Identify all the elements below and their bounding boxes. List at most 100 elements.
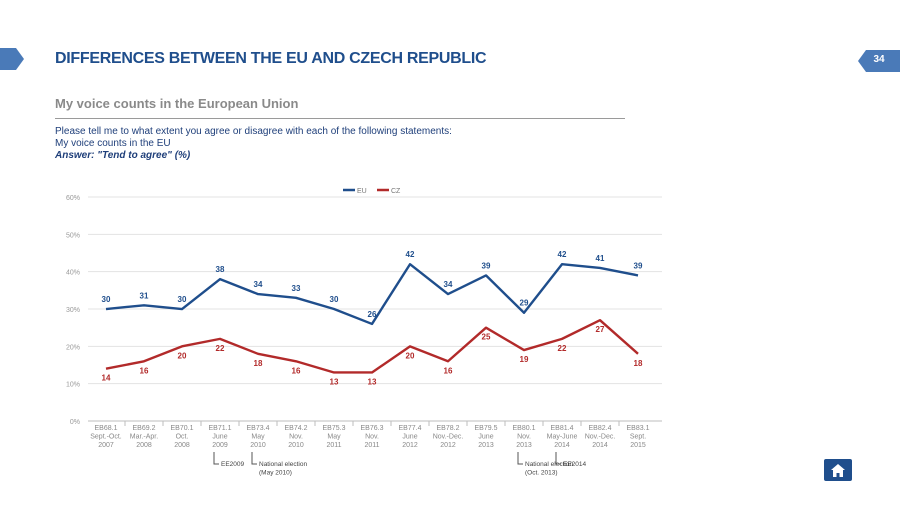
question-text: Please tell me to what extent you agree … bbox=[55, 126, 452, 137]
legend-label: EU bbox=[357, 188, 367, 195]
data-label: 42 bbox=[558, 250, 567, 259]
x-tick-label: EB78.2 bbox=[437, 425, 460, 432]
x-tick-label: Mar.-Apr. bbox=[130, 434, 158, 441]
data-label: 39 bbox=[634, 261, 643, 270]
y-tick-label: 40% bbox=[66, 270, 80, 277]
divider bbox=[55, 118, 625, 119]
x-tick-label: Nov.-Dec. bbox=[433, 434, 464, 441]
x-tick-label: June bbox=[478, 434, 493, 441]
x-tick-label: Sept. bbox=[630, 434, 646, 441]
annotation-label: (Oct. 2013) bbox=[525, 470, 558, 477]
data-label: 20 bbox=[178, 351, 187, 360]
x-tick-label: EB76.3 bbox=[361, 425, 384, 432]
x-tick-label: EB73.4 bbox=[247, 425, 270, 432]
data-label: 34 bbox=[444, 280, 453, 289]
x-tick-label: 2015 bbox=[630, 442, 646, 449]
x-tick-label: 2010 bbox=[250, 442, 266, 449]
x-tick-label: 2013 bbox=[516, 442, 532, 449]
y-tick-label: 0% bbox=[70, 419, 80, 426]
x-tick-label: EB71.1 bbox=[209, 425, 232, 432]
data-label: 25 bbox=[482, 333, 491, 342]
x-tick-label: 2010 bbox=[288, 442, 304, 449]
x-tick-label: May bbox=[251, 434, 265, 441]
data-label: 13 bbox=[330, 377, 339, 386]
data-label: 31 bbox=[140, 291, 149, 300]
annotation-label: EE2009 bbox=[221, 461, 245, 468]
x-tick-label: EB75.3 bbox=[323, 425, 346, 432]
x-tick-label: Oct. bbox=[176, 434, 189, 441]
data-label: 18 bbox=[634, 359, 643, 368]
home-button[interactable] bbox=[824, 459, 852, 481]
annotation-label: (May 2010) bbox=[259, 470, 292, 477]
series-line bbox=[105, 263, 639, 326]
y-tick-label: 60% bbox=[66, 195, 80, 202]
x-tick-label: 2008 bbox=[174, 442, 190, 449]
data-label: 42 bbox=[406, 250, 415, 259]
x-tick-label: 2011 bbox=[364, 442, 379, 449]
page-number: 34 bbox=[873, 54, 885, 65]
home-icon bbox=[831, 463, 845, 477]
answer-text: Answer: "Tend to agree" (%) bbox=[55, 150, 191, 161]
x-tick-label: EB82.4 bbox=[589, 425, 612, 432]
x-tick-label: 2013 bbox=[478, 442, 494, 449]
page-number-badge: 34 bbox=[858, 50, 900, 72]
x-tick-label: EB74.2 bbox=[285, 425, 308, 432]
x-tick-label: EB68.1 bbox=[95, 425, 118, 432]
x-tick-label: June bbox=[212, 434, 227, 441]
x-tick-label: Nov.-Dec. bbox=[585, 434, 616, 441]
data-label: 34 bbox=[254, 280, 263, 289]
x-tick-label: EB70.1 bbox=[171, 425, 194, 432]
y-tick-label: 20% bbox=[66, 344, 80, 351]
x-tick-label: 2009 bbox=[212, 442, 228, 449]
y-tick-label: 30% bbox=[66, 307, 80, 314]
x-tick-label: EB81.4 bbox=[551, 425, 574, 432]
annotation-bracket bbox=[555, 452, 561, 465]
series-line bbox=[105, 319, 639, 374]
left-nav-tab[interactable] bbox=[0, 48, 24, 70]
x-tick-label: Nov. bbox=[289, 434, 303, 441]
x-tick-label: Sept.-Oct. bbox=[90, 434, 122, 441]
y-tick-label: 50% bbox=[66, 232, 80, 239]
legend-label: CZ bbox=[391, 188, 401, 195]
data-label: 19 bbox=[520, 355, 529, 364]
data-label: 30 bbox=[102, 295, 111, 304]
annotation-label: EE2014 bbox=[563, 461, 587, 468]
data-label: 14 bbox=[102, 374, 111, 383]
page-title: DIFFERENCES BETWEEN THE EU AND CZECH REP… bbox=[55, 50, 487, 67]
data-label: 38 bbox=[216, 265, 225, 274]
x-tick-label: EB79.5 bbox=[475, 425, 498, 432]
data-label: 29 bbox=[520, 299, 529, 308]
y-tick-label: 10% bbox=[66, 382, 80, 389]
data-label: 26 bbox=[368, 310, 377, 319]
annotation-bracket bbox=[517, 452, 523, 465]
x-tick-label: Nov. bbox=[365, 434, 379, 441]
x-tick-label: EB77.4 bbox=[399, 425, 422, 432]
data-label: 27 bbox=[596, 325, 605, 334]
data-label: 18 bbox=[254, 359, 263, 368]
statement-text: My voice counts in the EU bbox=[55, 138, 171, 149]
data-label: 22 bbox=[558, 344, 567, 353]
question-block: Please tell me to what extent you agree … bbox=[55, 126, 452, 162]
x-tick-label: EB80.1 bbox=[513, 425, 536, 432]
x-tick-label: 2014 bbox=[592, 442, 608, 449]
x-tick-label: 2012 bbox=[402, 442, 418, 449]
chart-subtitle: My voice counts in the European Union bbox=[55, 96, 299, 111]
x-tick-label: EB69.2 bbox=[133, 425, 156, 432]
x-tick-label: June bbox=[402, 434, 417, 441]
x-tick-label: Nov. bbox=[517, 434, 531, 441]
data-label: 41 bbox=[596, 254, 605, 263]
x-tick-label: May bbox=[327, 434, 341, 441]
annotation-label: National election bbox=[259, 461, 307, 468]
data-label: 16 bbox=[140, 366, 149, 375]
x-tick-label: 2014 bbox=[554, 442, 570, 449]
data-label: 13 bbox=[368, 377, 377, 386]
x-tick-label: 2007 bbox=[98, 442, 114, 449]
annotation-bracket bbox=[213, 452, 219, 465]
data-label: 30 bbox=[330, 295, 339, 304]
data-label: 16 bbox=[444, 366, 453, 375]
x-tick-label: EB83.1 bbox=[627, 425, 650, 432]
data-label: 16 bbox=[292, 366, 301, 375]
data-label: 30 bbox=[178, 295, 187, 304]
data-label: 22 bbox=[216, 344, 225, 353]
